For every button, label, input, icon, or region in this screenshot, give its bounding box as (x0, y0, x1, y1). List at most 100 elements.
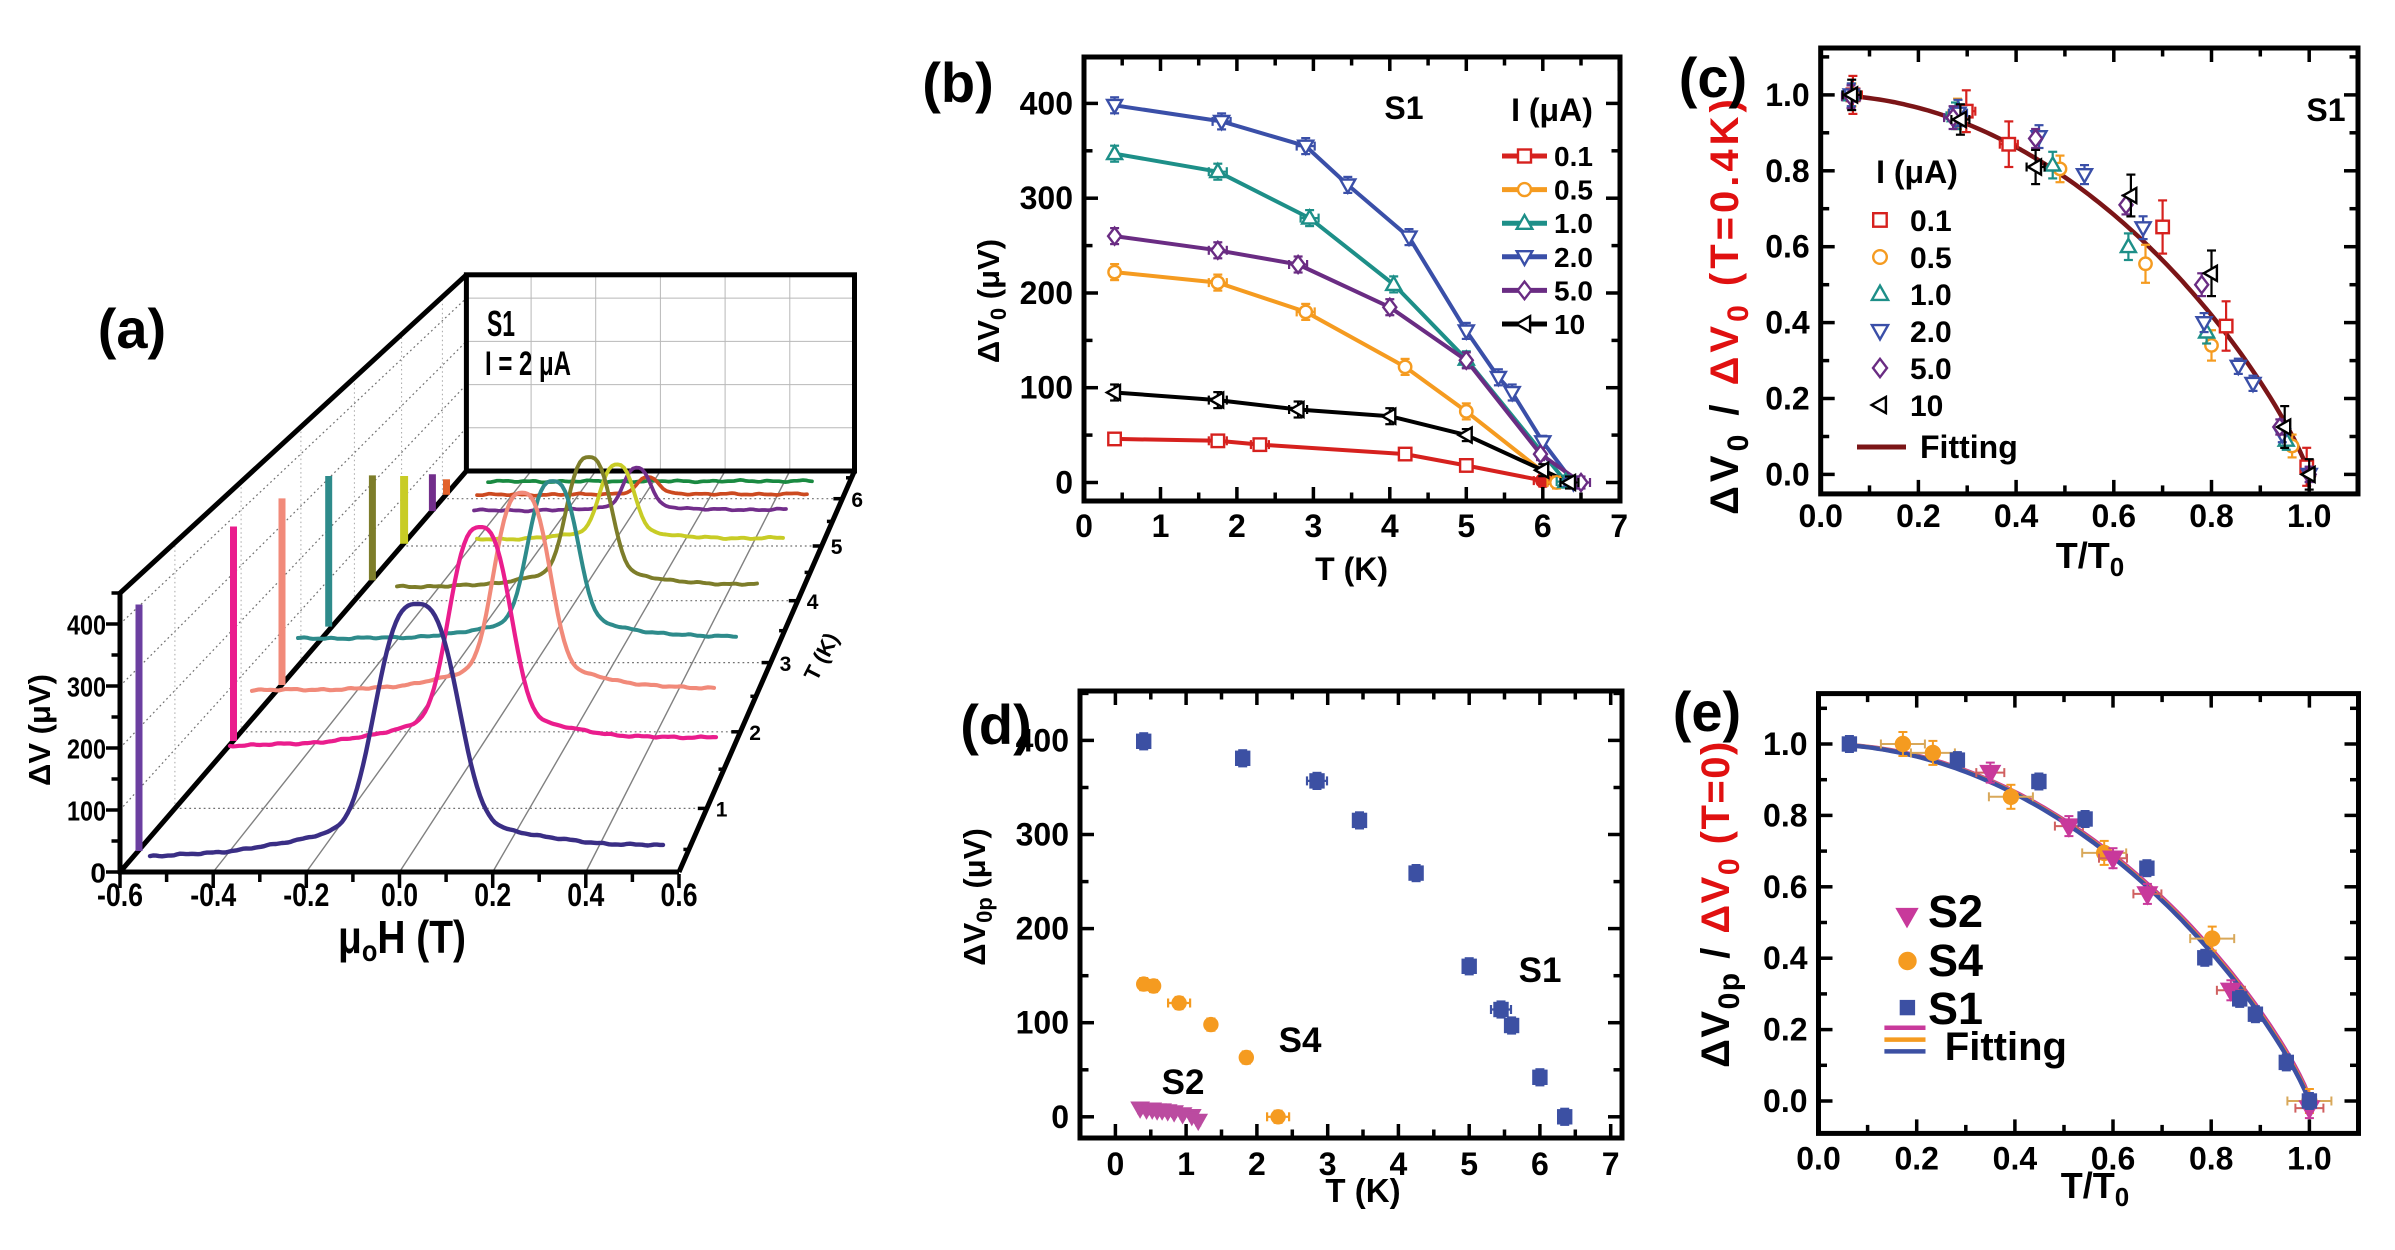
svg-text:4: 4 (1390, 1146, 1408, 1182)
svg-text:0.1: 0.1 (1910, 205, 1952, 238)
svg-text:0.4: 0.4 (1763, 940, 1808, 976)
svg-text:(e): (e) (1673, 680, 1741, 743)
svg-text:0.4: 0.4 (1765, 305, 1810, 341)
svg-text:100: 100 (1020, 370, 1073, 406)
svg-text:300: 300 (67, 672, 106, 703)
svg-text:S2: S2 (1162, 1063, 1205, 1102)
svg-text:0.4: 0.4 (567, 877, 604, 913)
svg-text:-0.4: -0.4 (190, 877, 236, 913)
svg-text:300: 300 (1020, 180, 1073, 216)
svg-text:1.0: 1.0 (1765, 77, 1809, 113)
svg-text:ΔV0p (μV): ΔV0p (μV) (957, 828, 997, 966)
svg-text:0.2: 0.2 (1896, 498, 1940, 534)
svg-text:S1: S1 (487, 303, 515, 344)
svg-text:-0.6: -0.6 (97, 877, 143, 913)
svg-text:ΔV0 (μV): ΔV0 (μV) (971, 239, 1011, 363)
svg-text:ΔV0p / ΔV0 (T=0): ΔV0p / ΔV0 (T=0) (1694, 740, 1746, 1068)
svg-text:1: 1 (716, 799, 728, 822)
svg-text:1.0: 1.0 (1554, 208, 1593, 239)
svg-text:5: 5 (831, 536, 843, 559)
svg-text:0: 0 (1055, 465, 1073, 501)
svg-text:200: 200 (1016, 911, 1069, 947)
svg-text:ΔV (μV): ΔV (μV) (22, 674, 57, 786)
svg-text:S1: S1 (1384, 90, 1423, 126)
svg-text:S1: S1 (1519, 951, 1562, 990)
svg-text:μoH (T): μoH (T) (338, 911, 466, 968)
svg-text:0.8: 0.8 (2189, 498, 2233, 534)
svg-text:100: 100 (1016, 1005, 1069, 1041)
svg-text:0.2: 0.2 (474, 877, 511, 913)
svg-text:0.6: 0.6 (661, 877, 698, 913)
svg-text:400: 400 (1016, 722, 1069, 758)
svg-text:0.5: 0.5 (1910, 242, 1952, 275)
svg-text:S1: S1 (1928, 983, 1983, 1034)
svg-text:1.0: 1.0 (2287, 498, 2331, 534)
svg-text:4: 4 (807, 591, 819, 614)
svg-text:T (K): T (K) (1325, 1172, 1400, 1209)
svg-text:0: 0 (90, 858, 106, 889)
svg-text:2.0: 2.0 (1910, 316, 1952, 349)
svg-text:0.2: 0.2 (1763, 1012, 1807, 1048)
svg-text:6: 6 (851, 489, 863, 512)
svg-text:Fitting: Fitting (1920, 429, 2018, 465)
svg-text:0.2: 0.2 (1765, 381, 1809, 417)
svg-text:0.4: 0.4 (1993, 1140, 2038, 1176)
svg-text:0.0: 0.0 (381, 877, 418, 913)
svg-text:S4: S4 (1928, 935, 1983, 986)
svg-text:0: 0 (1107, 1146, 1125, 1182)
svg-text:(b): (b) (922, 51, 994, 114)
svg-text:10: 10 (1910, 390, 1943, 423)
svg-text:(c): (c) (1679, 46, 1747, 109)
svg-text:100: 100 (67, 796, 106, 827)
svg-text:2.0: 2.0 (1554, 242, 1593, 273)
svg-text:0: 0 (1075, 508, 1093, 544)
svg-text:0: 0 (1051, 1099, 1069, 1135)
svg-text:S1: S1 (2306, 92, 2345, 128)
svg-text:0.6: 0.6 (1765, 229, 1809, 265)
svg-text:1: 1 (1152, 508, 1170, 544)
svg-text:0.6: 0.6 (2091, 1140, 2135, 1176)
svg-text:0.6: 0.6 (1763, 869, 1807, 905)
svg-text:I = 2 μA: I = 2 μA (485, 345, 571, 383)
svg-text:3: 3 (1319, 1146, 1337, 1182)
svg-text:0.8: 0.8 (1765, 153, 1809, 189)
svg-text:7: 7 (1602, 1146, 1620, 1182)
svg-text:3: 3 (780, 653, 792, 676)
svg-text:0.8: 0.8 (2189, 1140, 2233, 1176)
svg-text:0.0: 0.0 (1796, 1140, 1840, 1176)
svg-text:3: 3 (1305, 508, 1323, 544)
svg-text:0.0: 0.0 (1798, 498, 1842, 534)
svg-text:200: 200 (67, 734, 106, 765)
svg-text:400: 400 (67, 610, 106, 641)
svg-text:10: 10 (1554, 309, 1585, 340)
svg-text:4: 4 (1381, 508, 1399, 544)
svg-text:2: 2 (749, 722, 761, 745)
svg-text:(d): (d) (960, 693, 1032, 756)
svg-text:5.0: 5.0 (1910, 353, 1952, 386)
svg-text:400: 400 (1020, 85, 1073, 121)
svg-text:2: 2 (1228, 508, 1246, 544)
svg-text:2: 2 (1248, 1146, 1266, 1182)
svg-text:-0.2: -0.2 (283, 877, 329, 913)
svg-text:1.0: 1.0 (1910, 279, 1952, 312)
svg-text:200: 200 (1020, 275, 1073, 311)
svg-text:0.0: 0.0 (1765, 456, 1809, 492)
svg-text:I (μA): I (μA) (1876, 154, 1958, 190)
svg-text:(a): (a) (98, 297, 166, 360)
svg-text:0.5: 0.5 (1554, 175, 1593, 206)
svg-text:1.0: 1.0 (2287, 1140, 2331, 1176)
svg-text:0.6: 0.6 (2092, 498, 2136, 534)
svg-text:0.4: 0.4 (1994, 498, 2039, 534)
svg-text:300: 300 (1016, 817, 1069, 853)
svg-text:7: 7 (1610, 508, 1628, 544)
svg-text:S2: S2 (1928, 886, 1983, 937)
svg-text:1.0: 1.0 (1763, 726, 1807, 762)
svg-text:5.0: 5.0 (1554, 275, 1593, 306)
svg-text:T (K): T (K) (1315, 551, 1388, 587)
svg-text:6: 6 (1531, 1146, 1549, 1182)
svg-text:Fitting: Fitting (1945, 1025, 2067, 1069)
svg-text:0.0: 0.0 (1763, 1083, 1807, 1119)
svg-text:6: 6 (1534, 508, 1552, 544)
svg-text:0.2: 0.2 (1894, 1140, 1938, 1176)
svg-text:1: 1 (1177, 1146, 1195, 1182)
